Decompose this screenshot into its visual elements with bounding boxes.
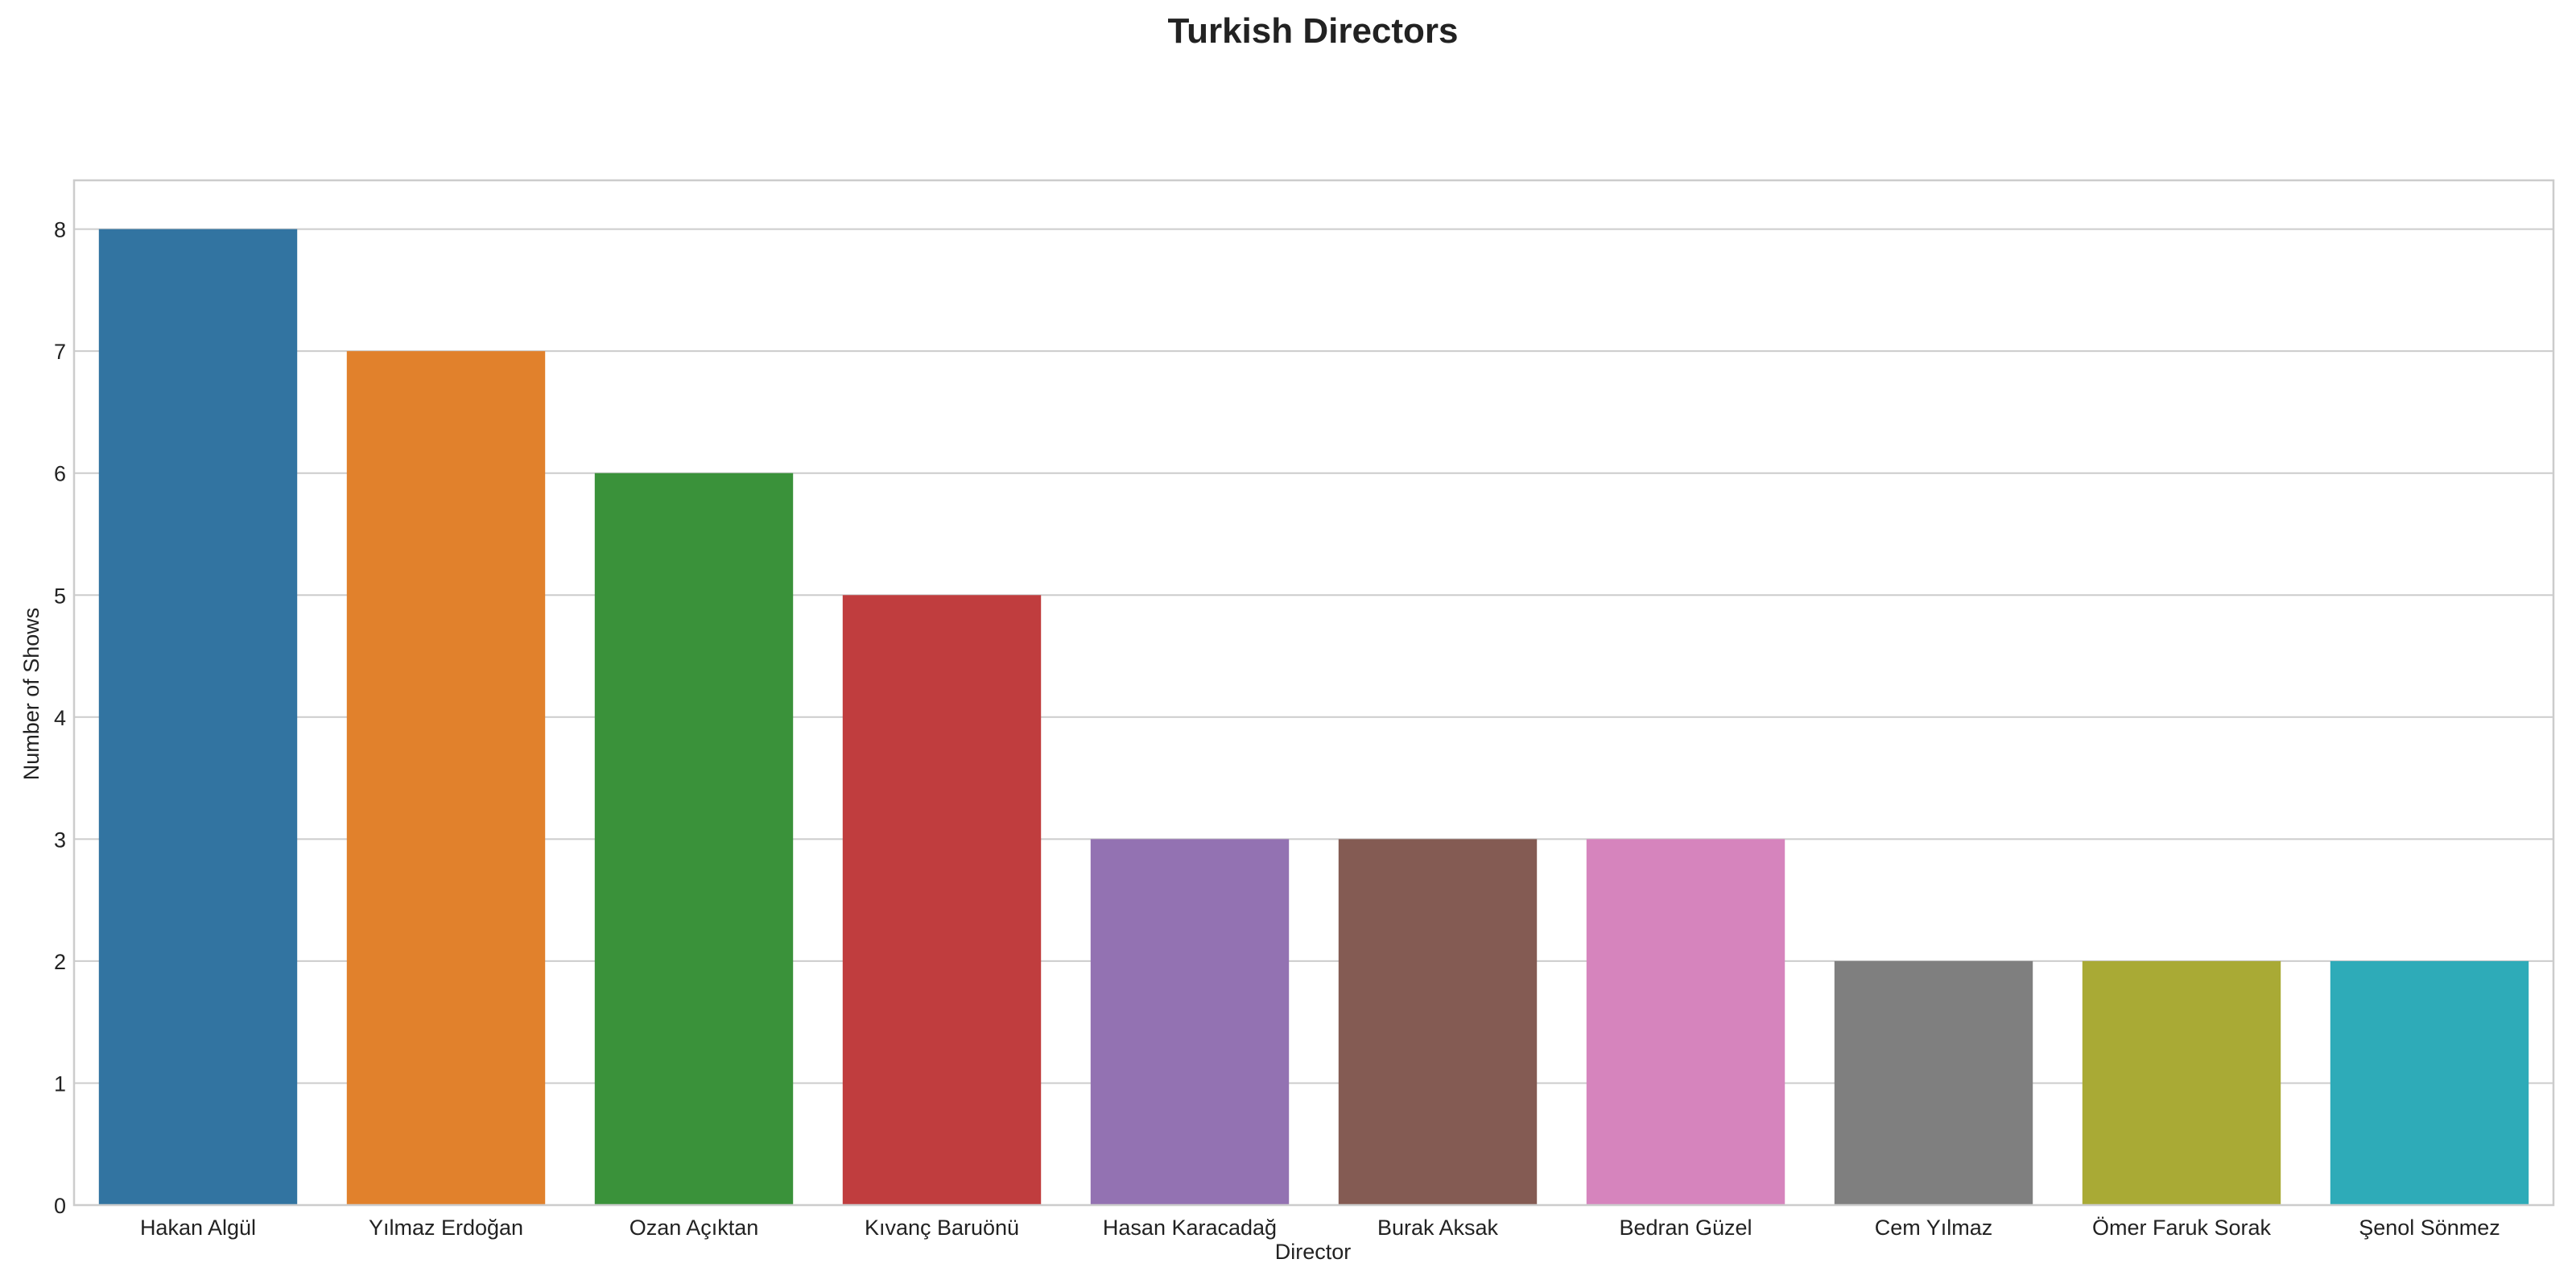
chart-title: Turkish Directors (1167, 11, 1458, 51)
x-tick-label: Şenol Sönmez (2359, 1216, 2500, 1240)
y-tick-label: 1 (54, 1071, 66, 1096)
x-tick-labels: Hakan Algül Yılmaz Erdoğan Ozan Açıktan Kıv… (140, 1216, 2500, 1240)
y-tick-label: 7 (54, 340, 66, 364)
x-tick-label: Ömer Faruk Sorak (2092, 1216, 2272, 1240)
y-tick-label: 3 (54, 828, 66, 852)
x-tick-label: Bedran Güzel (1619, 1216, 1752, 1240)
x-axis-label: Director (1275, 1240, 1352, 1264)
y-tick-label: 8 (54, 218, 66, 242)
y-tick-label: 6 (54, 462, 66, 486)
bar (1834, 960, 2033, 1205)
y-tick-label: 5 (54, 584, 66, 608)
bar (2082, 960, 2281, 1205)
bar (1586, 839, 1785, 1205)
bar (1090, 839, 1290, 1205)
bar (1338, 839, 1538, 1205)
bars (98, 229, 2529, 1206)
y-tick-label: 0 (54, 1194, 66, 1218)
x-tick-label: Kıvanç Baruönü (865, 1216, 1019, 1240)
bar (594, 473, 794, 1205)
x-tick-label: Hasan Karacadağ (1103, 1216, 1277, 1240)
x-tick-label: Yılmaz Erdoğan (369, 1216, 523, 1240)
bar (346, 351, 546, 1206)
plot-frame (72, 179, 2555, 1207)
x-tick-label: Cem Yılmaz (1875, 1216, 1993, 1240)
bar (98, 229, 298, 1206)
y-tick-labels: 0 1 2 3 4 5 6 7 8 (54, 218, 66, 1218)
y-axis-label: Number of Shows (19, 608, 43, 781)
x-tick-label: Ozan Açıktan (630, 1216, 759, 1240)
bar (842, 595, 1042, 1205)
bar (2330, 960, 2529, 1205)
x-tick-label: Burak Aksak (1377, 1216, 1499, 1240)
x-tick-label: Hakan Algül (140, 1216, 256, 1240)
y-tick-label: 2 (54, 950, 66, 974)
y-tick-label: 4 (54, 706, 66, 730)
